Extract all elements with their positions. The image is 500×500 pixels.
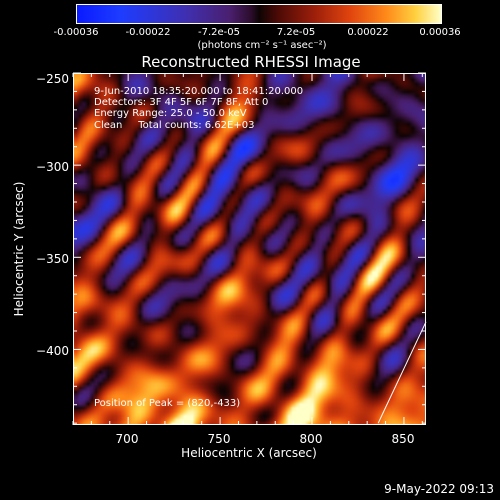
y-tick-label: −300 (36, 160, 69, 174)
x-tick-label: 750 (207, 432, 231, 446)
chart-title: Reconstructed RHESSI Image (141, 53, 361, 71)
timestamp: 9-May-2022 09:13 (384, 482, 494, 496)
info-energy-range: Energy Range: 25.0 - 50.0 keV (94, 108, 247, 119)
colorbar-tick: -7.2e-05 (198, 27, 240, 38)
plot-area (73, 73, 426, 425)
colorbar-tick: 0.00036 (419, 27, 461, 38)
y-axis-label: Heliocentric Y (arcsec) (12, 181, 26, 317)
info-detectors: Detectors: 3F 4F 5F 6F 7F 8F, Att 0 (94, 97, 269, 108)
info-time-range: 9-Jun-2010 18:35:20.000 to 18:41:20.000 (94, 86, 304, 97)
colorbar-tick: -0.00022 (125, 27, 171, 38)
heatmap-image (74, 74, 425, 424)
y-tick-label: −250 (36, 72, 69, 86)
x-axis-label: Heliocentric X (arcsec) (181, 446, 317, 460)
x-tick-label: 800 (299, 432, 323, 446)
x-tick-label: 850 (391, 432, 415, 446)
y-tick-label: −350 (36, 252, 69, 266)
colorbar-tick: 7.2e-05 (276, 27, 316, 38)
colorbar-tick: 0.00022 (347, 27, 389, 38)
info-total-counts: Clean Total counts: 6.62E+03 (94, 120, 255, 131)
colorbar-unit-label: (photons cm⁻² s⁻¹ asec⁻²) (197, 40, 327, 51)
x-tick-label: 700 (115, 432, 139, 446)
colorbar (76, 4, 442, 24)
y-tick-label: −400 (36, 344, 69, 358)
colorbar-tick: -0.00036 (53, 27, 99, 38)
peak-position-label: Position of Peak = (820,-433) (94, 398, 241, 409)
